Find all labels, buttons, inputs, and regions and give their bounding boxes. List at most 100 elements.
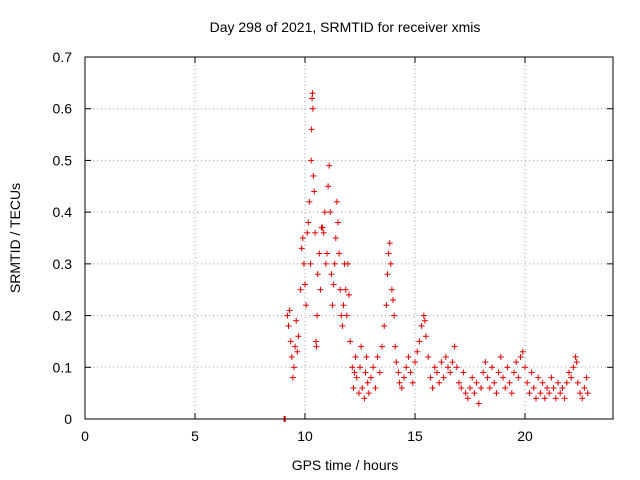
data-point [317, 286, 324, 293]
data-point [497, 353, 504, 360]
data-point [495, 369, 502, 376]
data-point [407, 369, 414, 376]
data-point [309, 90, 316, 97]
data-point [464, 395, 471, 402]
data-point [572, 353, 579, 360]
data-point [489, 364, 495, 371]
data-point [338, 312, 345, 319]
data-point [412, 359, 418, 366]
data-point [339, 322, 346, 329]
data-point [559, 384, 566, 391]
data-point [436, 379, 443, 386]
data-point [392, 343, 399, 350]
data-point [353, 374, 360, 381]
data-point [570, 364, 577, 371]
data-point [405, 353, 412, 360]
data-point [458, 384, 465, 391]
data-point [287, 338, 294, 345]
y-tick-label: 0.7 [53, 49, 73, 65]
data-point [427, 374, 434, 381]
data-point [328, 271, 335, 278]
data-point [555, 379, 561, 386]
data-point [391, 312, 398, 319]
grid-lines [85, 57, 613, 419]
data-point [372, 384, 379, 391]
data-point [299, 235, 306, 241]
data-point [550, 384, 557, 391]
data-point [357, 364, 363, 371]
data-point [522, 364, 528, 371]
data-point [352, 353, 359, 360]
data-point [305, 219, 312, 226]
data-point [343, 312, 350, 319]
data-point [515, 374, 522, 381]
data-point [539, 379, 546, 386]
data-point [306, 198, 313, 205]
data-point [482, 359, 489, 366]
data-point [537, 390, 544, 397]
data-point [333, 198, 340, 205]
data-point [321, 209, 328, 216]
data-point [330, 281, 337, 288]
data-point [355, 390, 362, 397]
data-point [332, 235, 339, 241]
data-point [449, 359, 456, 366]
data-point [288, 353, 295, 360]
data-point [379, 343, 385, 350]
data-point [326, 162, 333, 169]
data-point [329, 302, 336, 309]
data-point [460, 369, 467, 376]
data-point [546, 390, 553, 397]
data-point [303, 302, 310, 309]
data-point [535, 374, 542, 381]
plot-frame [84, 56, 614, 420]
data-point [319, 224, 326, 231]
y-tick-label: 0 [64, 411, 72, 427]
data-point [307, 260, 314, 267]
data-point [480, 369, 487, 376]
x-tick-label: 5 [191, 428, 199, 444]
data-point [331, 260, 338, 267]
y-tick-label: 0.6 [53, 101, 73, 117]
data-point [300, 260, 307, 267]
data-point [313, 343, 320, 350]
data-point [337, 286, 344, 293]
data-point [386, 240, 393, 247]
data-point [517, 353, 524, 360]
data-point [416, 338, 423, 345]
data-point [568, 374, 575, 381]
data-point [577, 390, 583, 397]
data-point [401, 374, 407, 381]
data-point [374, 353, 381, 360]
data-point [473, 379, 480, 386]
data-point [573, 359, 580, 366]
data-point [309, 105, 316, 112]
data-point [387, 260, 394, 267]
data-point [442, 353, 449, 360]
data-point [574, 379, 581, 386]
data-point [293, 317, 300, 324]
data-point [526, 390, 533, 397]
data-points [281, 90, 591, 422]
data-point [561, 395, 568, 402]
data-point [309, 95, 316, 102]
data-point [285, 322, 292, 329]
data-point [438, 359, 445, 366]
data-point [506, 379, 513, 386]
data-point [292, 343, 299, 350]
data-point [530, 384, 537, 391]
data-point [368, 374, 374, 381]
data-point [434, 369, 440, 376]
data-point [349, 364, 356, 371]
y-tick-label: 0.3 [53, 256, 73, 272]
y-tick-label: 0.2 [53, 308, 73, 324]
data-point [344, 260, 351, 267]
data-point [335, 219, 341, 226]
data-point [365, 390, 372, 397]
data-point [513, 359, 520, 366]
data-point [312, 229, 319, 236]
data-point [314, 312, 321, 319]
data-point [491, 379, 498, 386]
data-point [364, 379, 371, 386]
data-point [445, 364, 451, 371]
